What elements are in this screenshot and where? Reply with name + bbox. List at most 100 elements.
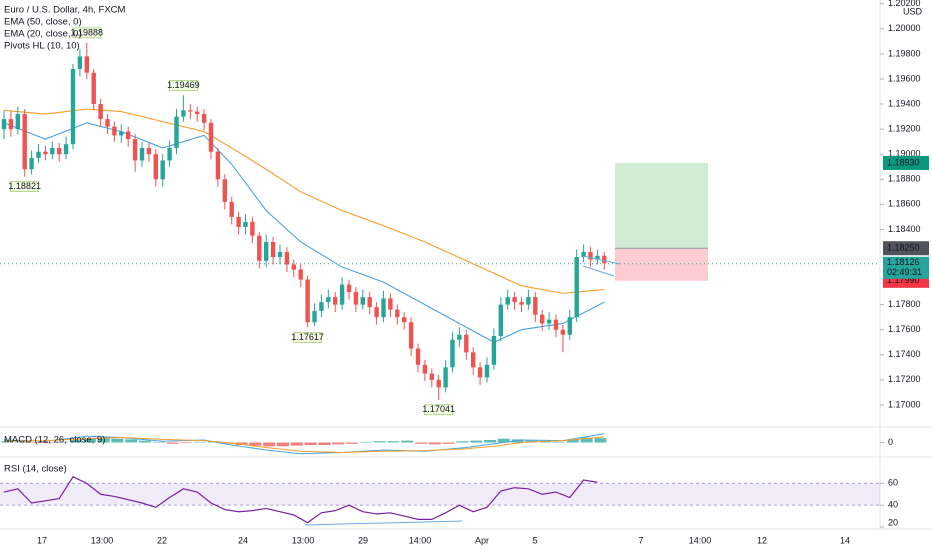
pivot-label: 1.17041: [422, 404, 455, 414]
last-price-tag: [883, 256, 929, 279]
candle-body: [50, 147, 55, 155]
legend-entry: EMA (50, close, 0): [4, 17, 82, 28]
candle-body: [312, 310, 317, 323]
candle-body: [326, 297, 331, 303]
candle-body: [498, 304, 503, 336]
candle-body: [581, 251, 586, 258]
macd-histogram-bar: [346, 442, 358, 444]
entry-tag-label: 1.18250: [887, 243, 920, 253]
macd-histogram-bar: [42, 442, 55, 444]
macd-histogram-bar: [484, 440, 496, 443]
candle-body: [526, 297, 531, 305]
target-tag: [883, 155, 929, 170]
pivot-label: 1.19888: [71, 27, 104, 37]
x-tick-label: 12: [757, 535, 767, 545]
y-tick-label: 1.19400: [888, 98, 921, 108]
candle-body: [98, 104, 103, 120]
y-tick-label: 1.17800: [888, 299, 921, 309]
y-tick-label: 1.18400: [888, 224, 921, 234]
macd-histogram-bar: [553, 441, 565, 443]
pivot-box: [169, 80, 198, 91]
y-tick-label: 60: [888, 478, 898, 488]
candle-body: [588, 251, 593, 260]
candle-body: [436, 379, 441, 388]
candle-body: [146, 147, 152, 155]
candle-body: [250, 221, 255, 236]
candle-body: [298, 269, 303, 280]
candle-body: [450, 339, 455, 368]
candle-body: [139, 147, 145, 161]
x-tick-label: 24: [238, 535, 248, 545]
y-tick-label: 20: [888, 517, 898, 527]
candle-body: [346, 284, 352, 293]
x-tick-label: Apr: [475, 535, 489, 545]
candle-body: [70, 68, 76, 145]
pivot-label: 1.17617: [291, 332, 324, 342]
x-tick-label: 22: [157, 535, 167, 545]
divergence-line: [304, 520, 463, 526]
legend-entry: EMA (20, close, 0): [4, 29, 82, 40]
candle-body: [215, 151, 221, 180]
macd-histogram-bar: [580, 437, 593, 443]
macd-histogram-bar: [70, 440, 82, 443]
candle-body: [595, 255, 600, 260]
macd-histogram-bar: [277, 442, 289, 447]
target-tag-label: 1.18930: [887, 157, 920, 167]
macd-histogram-bar: [28, 442, 41, 444]
candle-body: [443, 367, 448, 388]
candle-body: [208, 122, 214, 152]
channel-line: [582, 265, 615, 277]
ema-line: [3, 122, 605, 343]
channel-line: [582, 255, 621, 265]
candle-body: [132, 139, 138, 161]
candle-body: [319, 302, 324, 311]
macd-histogram-bar: [456, 441, 469, 443]
candle-body: [264, 241, 269, 261]
macd-histogram-bar: [83, 438, 96, 443]
candle-body: [105, 119, 110, 127]
candle-body: [126, 131, 131, 140]
x-tick-label: 14:00: [409, 535, 432, 545]
macd-histogram-bar: [194, 441, 207, 443]
y-tick-label: 40: [888, 500, 898, 510]
x-tick-label: 17: [37, 535, 47, 545]
macd-histogram-bar: [470, 440, 483, 443]
profit-zone: [615, 162, 708, 249]
y-tick-label: 1.17600: [888, 324, 921, 334]
candle-body: [277, 251, 283, 258]
macd-histogram-bar: [290, 442, 303, 446]
macd-histogram-bar: [566, 439, 579, 443]
candle-body: [195, 111, 200, 115]
macd-histogram-bar: [56, 441, 69, 443]
pivot-box: [72, 27, 102, 39]
y-tick-label: 1.19600: [888, 73, 921, 83]
candle-body: [167, 147, 172, 161]
candle-body: [153, 154, 158, 180]
macd-histogram-bar: [359, 441, 372, 443]
y-tick-label: 1.18600: [888, 199, 921, 209]
candle-body: [174, 116, 179, 148]
candle-body: [457, 334, 462, 340]
macd-histogram-bar: [415, 442, 427, 444]
candle-body: [63, 144, 69, 155]
candle-body: [360, 297, 365, 305]
macd-histogram-bar: [594, 438, 607, 443]
candle-body: [43, 151, 48, 155]
candle-body: [201, 114, 207, 123]
candle-body: [560, 329, 566, 335]
candle-body: [243, 221, 248, 227]
y-tick-label: 1.19800: [888, 48, 921, 58]
candle-body: [408, 322, 414, 349]
candle-body: [119, 131, 124, 136]
candle-body: [402, 317, 407, 323]
indicator-label: Pivots HL (10, 10): [4, 41, 80, 52]
candle-body: [491, 335, 497, 365]
macd-histogram-bar: [14, 441, 27, 443]
y-tick-label: 1.18800: [888, 174, 921, 184]
candle-body: [112, 126, 117, 136]
rsi-line: [3, 476, 598, 524]
candle-body: [270, 241, 276, 258]
ema-line: [3, 108, 605, 294]
